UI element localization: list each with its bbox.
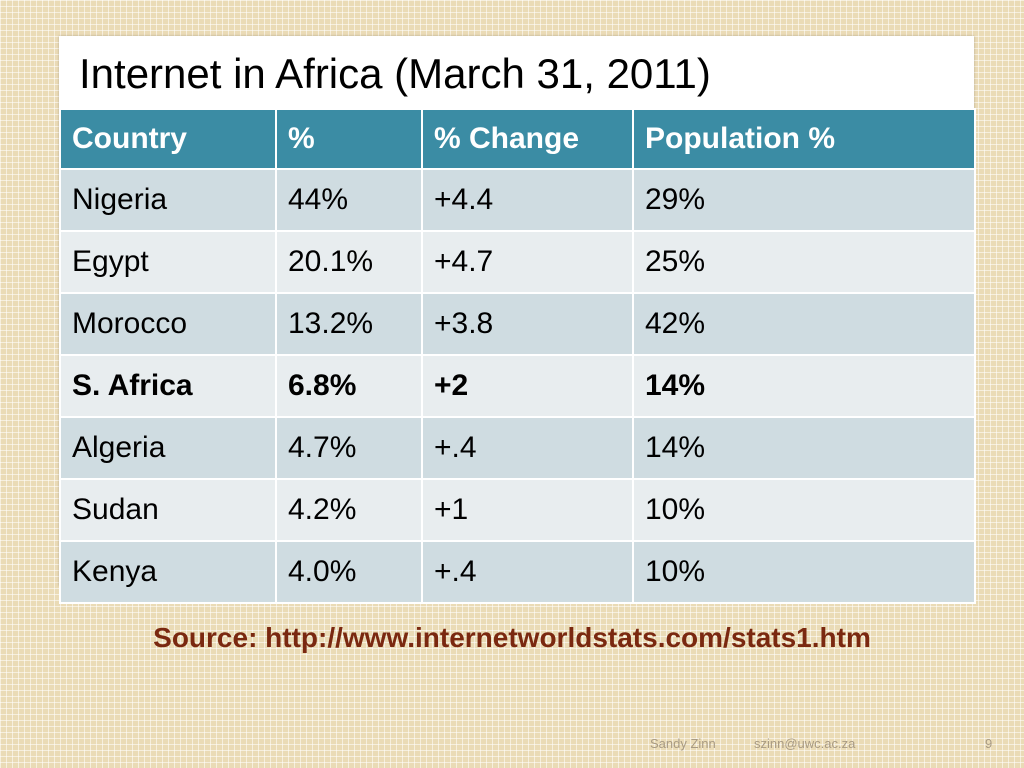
table-header-row: Country % % Change Population % (59, 108, 976, 170)
cell-percent: 6.8% (275, 354, 423, 418)
table-row: Nigeria 44% +4.4 29% (59, 168, 976, 232)
cell-percent-change: +2 (421, 354, 634, 418)
cell-percent-change: +3.8 (421, 292, 634, 356)
cell-population-percent: 14% (632, 354, 976, 418)
cell-country: Algeria (59, 416, 277, 480)
header-population-percent: Population % (632, 108, 976, 170)
header-percent-change: % Change (421, 108, 634, 170)
slide-panel: Internet in Africa (March 31, 2011) Coun… (59, 36, 976, 604)
cell-percent-change: +.4 (421, 540, 634, 604)
cell-percent-change: +1 (421, 478, 634, 542)
cell-percent: 20.1% (275, 230, 423, 294)
cell-percent: 4.0% (275, 540, 423, 604)
cell-percent-change: +4.4 (421, 168, 634, 232)
header-percent: % (275, 108, 423, 170)
cell-percent-change: +.4 (421, 416, 634, 480)
cell-country: Egypt (59, 230, 277, 294)
cell-population-percent: 42% (632, 292, 976, 356)
cell-country: Sudan (59, 478, 277, 542)
header-country: Country (59, 108, 277, 170)
cell-population-percent: 10% (632, 540, 976, 604)
cell-country: Kenya (59, 540, 277, 604)
footer-email: szinn@uwc.ac.za (754, 736, 856, 751)
table-row: Kenya 4.0% +.4 10% (59, 540, 976, 604)
cell-country: Morocco (59, 292, 277, 356)
footer-author: Sandy Zinn (650, 736, 716, 751)
cell-percent: 13.2% (275, 292, 423, 356)
cell-country: S. Africa (59, 354, 277, 418)
table-row: Sudan 4.2% +1 10% (59, 478, 976, 542)
cell-percent: 44% (275, 168, 423, 232)
source-citation: Source: http://www.internetworldstats.co… (153, 622, 871, 653)
cell-population-percent: 29% (632, 168, 976, 232)
table-row-highlighted: S. Africa 6.8% +2 14% (59, 354, 976, 418)
table-row: Algeria 4.7% +.4 14% (59, 416, 976, 480)
cell-percent: 4.7% (275, 416, 423, 480)
cell-population-percent: 10% (632, 478, 976, 542)
cell-percent: 4.2% (275, 478, 423, 542)
table-row: Egypt 20.1% +4.7 25% (59, 230, 976, 294)
cell-population-percent: 25% (632, 230, 976, 294)
footer-page-number: 9 (985, 736, 993, 751)
cell-population-percent: 14% (632, 416, 976, 480)
cell-percent-change: +4.7 (421, 230, 634, 294)
cell-country: Nigeria (59, 168, 277, 232)
slide-title: Internet in Africa (March 31, 2011) (79, 50, 711, 97)
data-table: Country % % Change Population % Nigeria … (59, 108, 976, 604)
table-row: Morocco 13.2% +3.8 42% (59, 292, 976, 356)
